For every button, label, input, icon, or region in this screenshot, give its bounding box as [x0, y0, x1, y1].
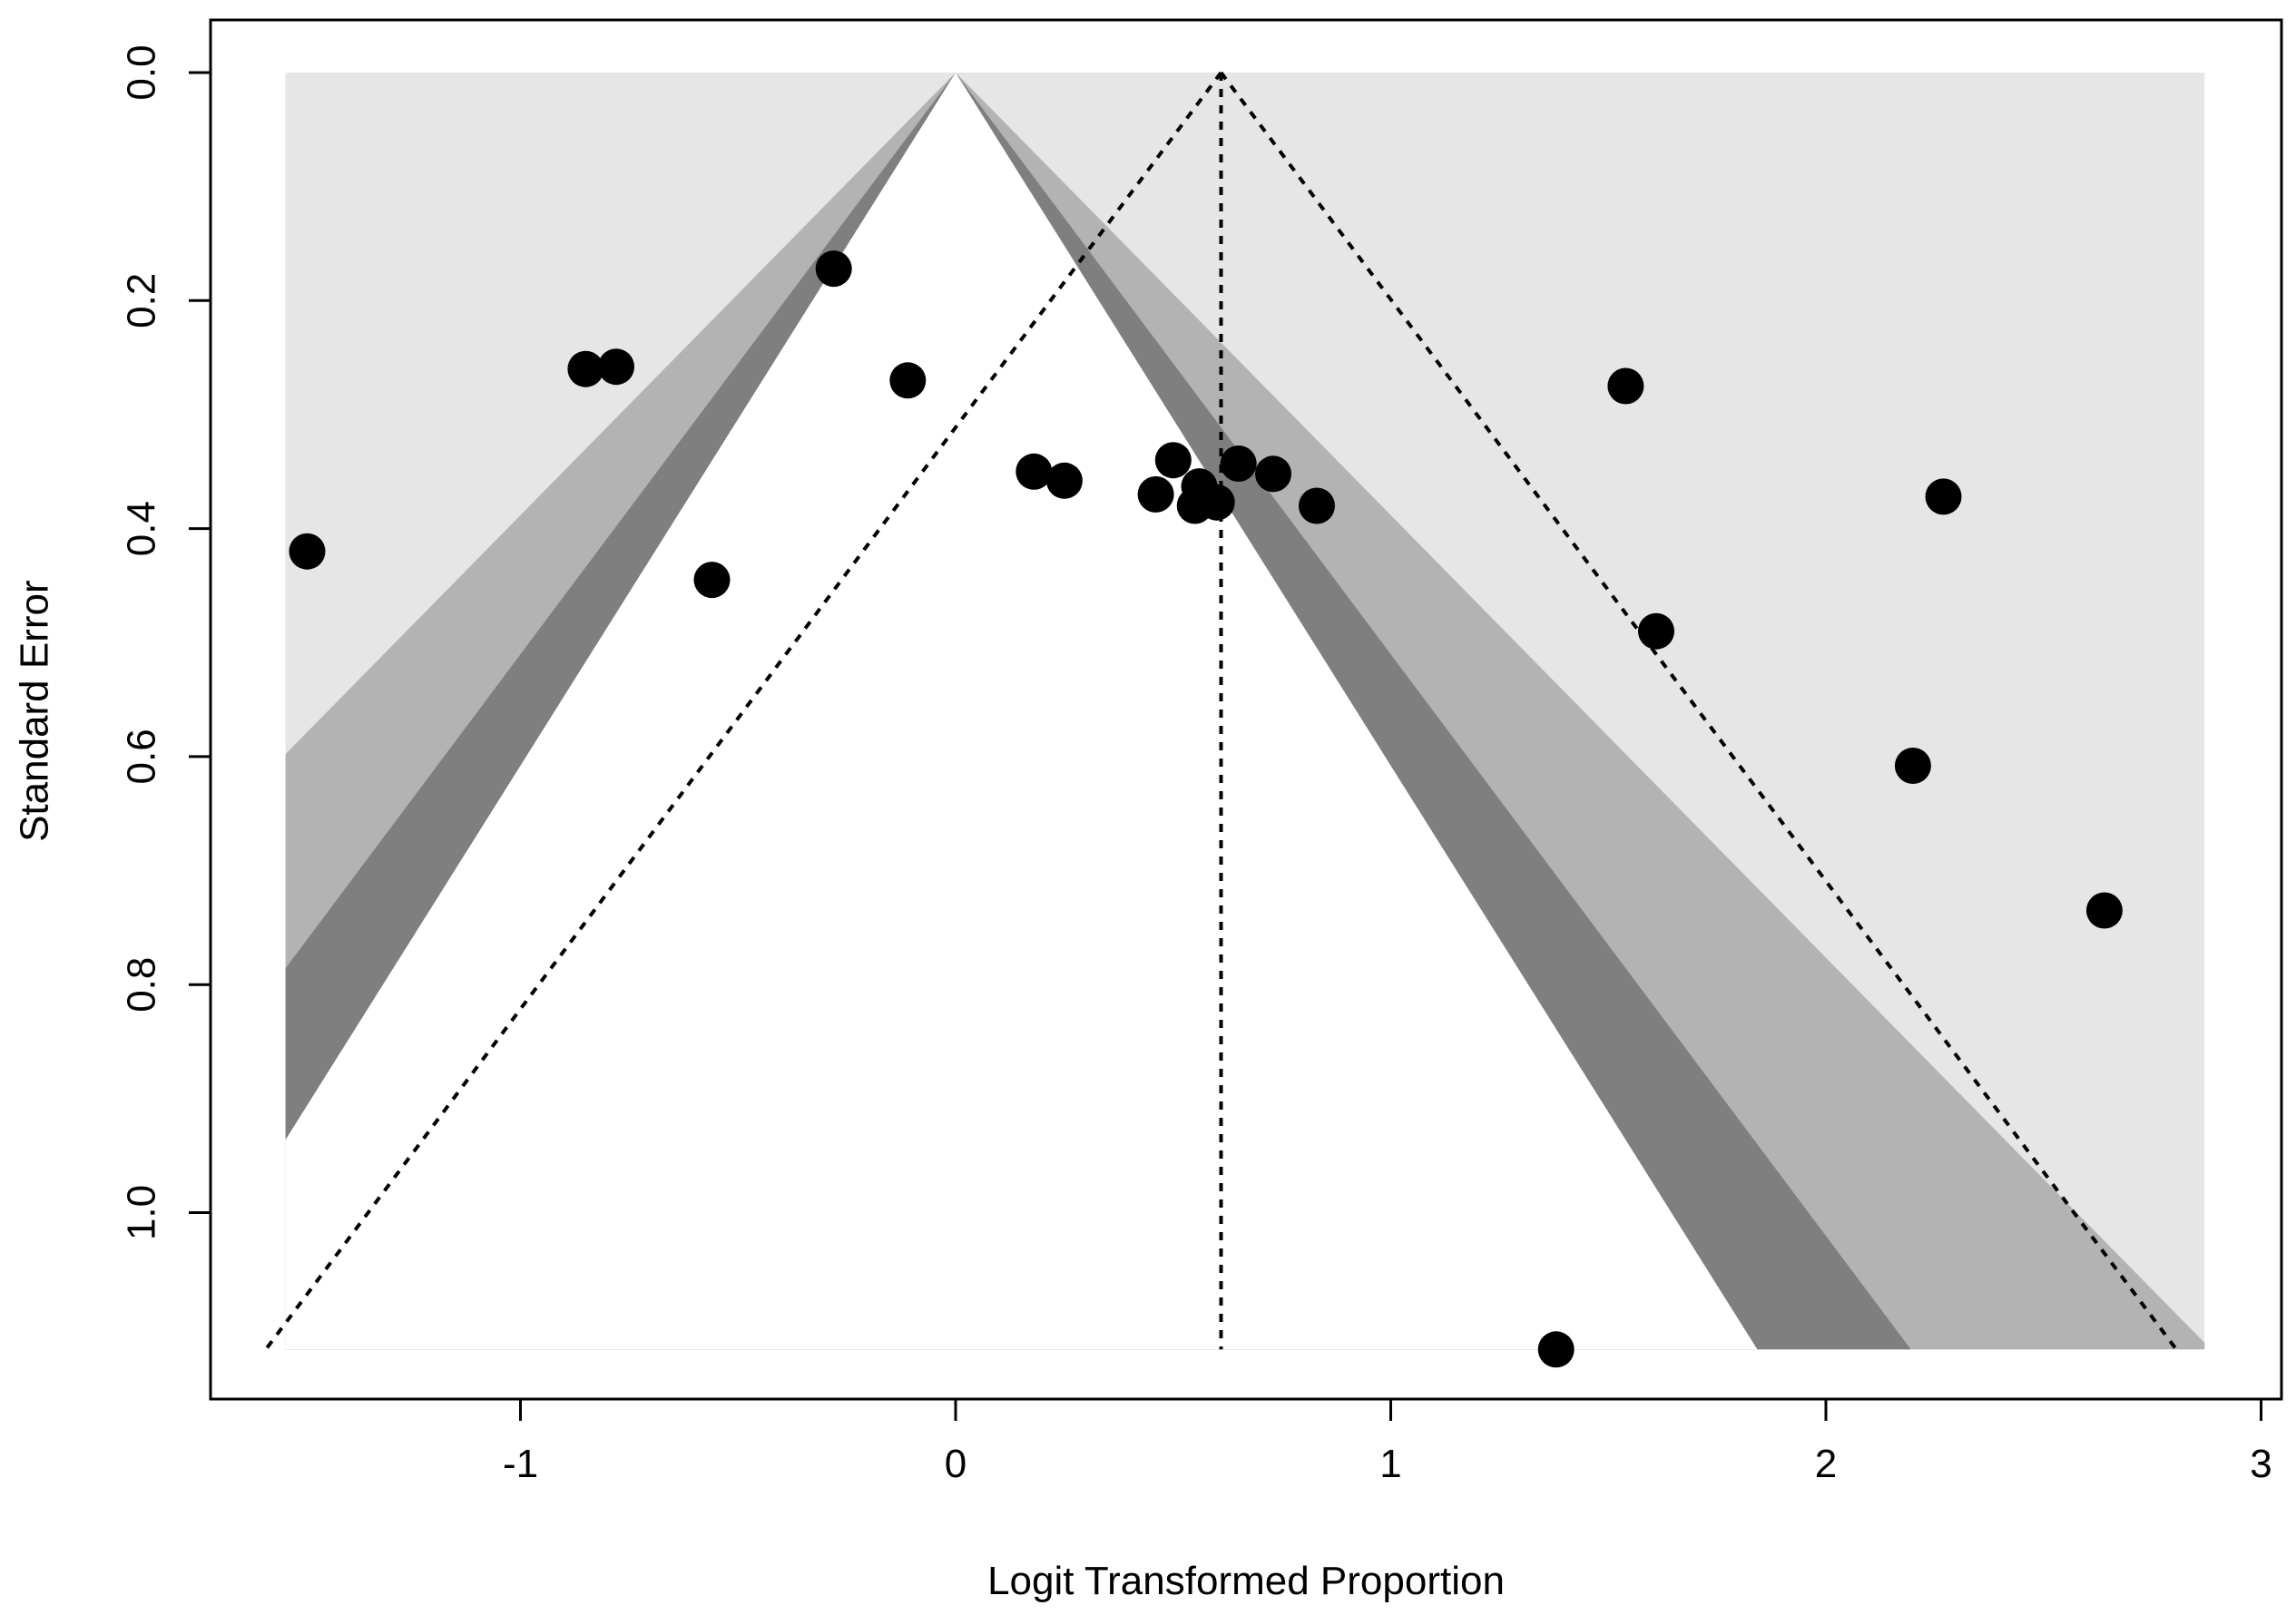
data-point	[598, 348, 634, 386]
study-points	[289, 250, 2123, 1368]
reference-lines	[264, 71, 2178, 1351]
data-point	[567, 350, 604, 387]
x-tick-label: 3	[2250, 1442, 2271, 1486]
data-point	[815, 250, 852, 288]
y-tick-label: 0.0	[120, 44, 164, 100]
data-point	[1638, 612, 1674, 650]
data-point	[1894, 748, 1931, 784]
data-point	[1045, 462, 1083, 499]
y-axis-title: Standard Error	[13, 580, 57, 842]
data-point	[693, 562, 731, 599]
contour-region-90	[285, 73, 1758, 1350]
y-tick-label: 0.2	[120, 273, 164, 328]
data-point	[1220, 445, 1257, 482]
data-point	[1299, 487, 1335, 524]
data-point	[1198, 484, 1235, 521]
y-tick-label: 0.6	[120, 729, 164, 784]
ci-right-line	[1219, 71, 2178, 1351]
data-point	[1154, 442, 1192, 479]
x-tick-label: -1	[503, 1442, 538, 1486]
data-point	[1537, 1331, 1575, 1368]
data-point	[2085, 892, 2123, 929]
data-point	[1137, 475, 1174, 513]
y-tick-label: 0.8	[120, 957, 164, 1013]
y-axis: 0.0 0.2 0.4 0.6 0.8 1.0	[120, 44, 212, 1240]
significance-contours	[285, 73, 2205, 1350]
y-tick-label: 1.0	[120, 1185, 164, 1240]
x-axis: -1 0 1 2 3	[503, 1397, 2272, 1486]
data-point	[1255, 455, 1291, 493]
x-axis-title: Logit Transformed Proportion	[987, 1559, 1505, 1603]
data-point	[1925, 478, 1962, 515]
x-tick-label: 0	[945, 1442, 966, 1486]
data-point	[889, 362, 927, 399]
data-point	[1016, 453, 1053, 490]
x-tick-label: 2	[1815, 1442, 1837, 1486]
y-tick-label: 0.4	[120, 501, 164, 556]
x-tick-label: 1	[1379, 1442, 1401, 1486]
data-point	[289, 533, 326, 570]
data-point	[1607, 367, 1644, 405]
ci-left-line	[264, 71, 1223, 1351]
